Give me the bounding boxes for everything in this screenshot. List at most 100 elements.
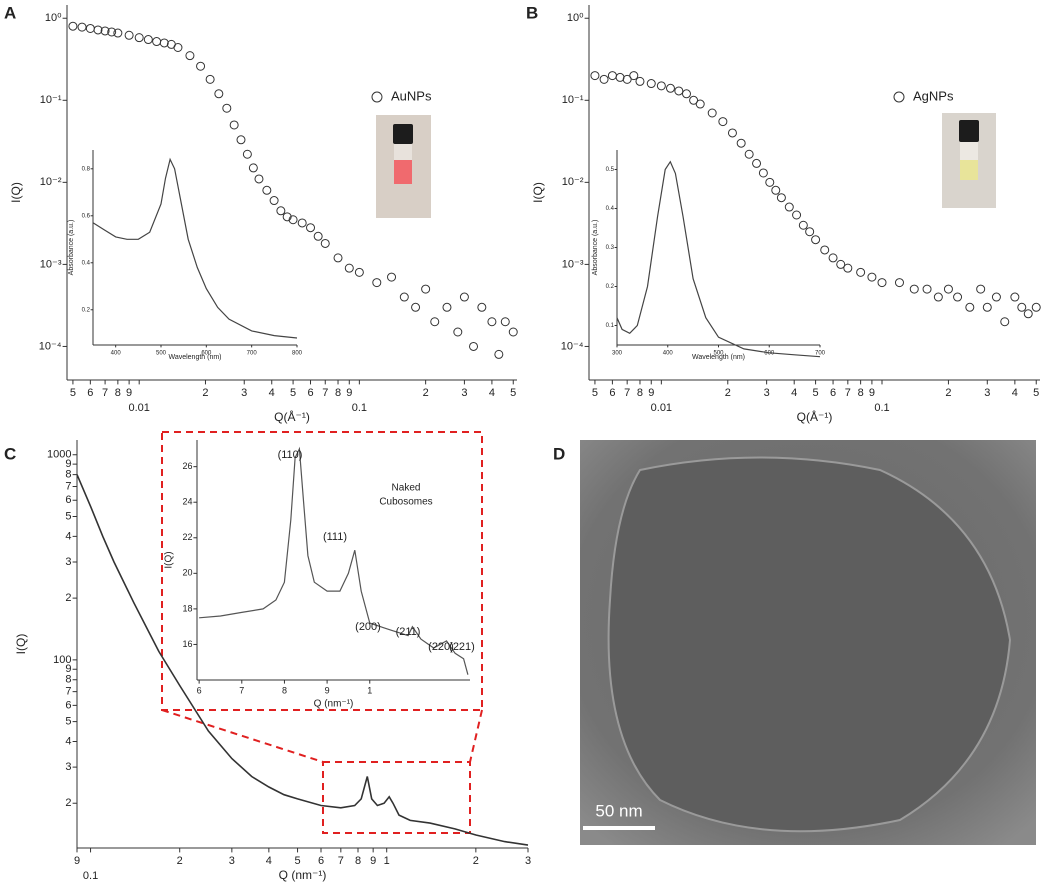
legend-label: AgNPs [913, 88, 954, 103]
data-point [836, 259, 846, 269]
x-tick-label: 500 [156, 351, 167, 357]
x-tick-label: 9 [370, 855, 376, 867]
x-tick-label: 1 [384, 855, 390, 867]
y-axis-label: I(Q) [531, 182, 545, 203]
y-tick-label: 10⁻⁴ [561, 340, 584, 352]
x-tick-label: 4 [489, 387, 495, 399]
data-point [313, 231, 323, 241]
x-tick-label: 5 [510, 387, 516, 399]
data-point [68, 21, 78, 31]
tem-image [580, 440, 1036, 845]
data-point [894, 278, 904, 288]
data-point [758, 168, 768, 178]
y-tick-label: 6 [65, 699, 71, 711]
zoom-indicator [161, 431, 483, 834]
data-point [867, 272, 877, 282]
y-axis-label: Absorbance (a.u.) [592, 220, 599, 276]
data-point [607, 71, 617, 81]
y-tick-label: 8 [65, 674, 71, 686]
y-tick-label: 20 [182, 568, 192, 578]
x-tick-label: 7 [338, 855, 344, 867]
x-tick-label: 5 [294, 855, 300, 867]
data-point [976, 284, 986, 294]
data-point [269, 196, 279, 206]
data-point [399, 292, 409, 302]
data-line [92, 157, 298, 339]
data-point [254, 174, 264, 184]
data-point [805, 227, 815, 237]
y-axis-label: I(Q) [164, 551, 175, 568]
y-tick-label: 22 [182, 532, 192, 542]
data-point [320, 238, 330, 248]
x-tick-label: 9 [126, 387, 132, 399]
data-point [159, 38, 169, 48]
x-tick-label: 6 [87, 387, 93, 399]
x-tick-label: 7 [624, 387, 630, 399]
x-tick-label: 400 [111, 351, 122, 357]
data-point [242, 149, 252, 159]
x-tick-label: 2 [725, 387, 731, 399]
peak-label: (200) [355, 621, 381, 633]
x-tick-label: 5 [1033, 387, 1039, 399]
data-point [922, 284, 932, 294]
y-tick-label: 10⁻¹ [562, 94, 584, 106]
x-tick-label: 800 [292, 351, 303, 357]
x-tick-label: 9 [74, 855, 80, 867]
y-tick-label: 10⁻⁴ [39, 340, 62, 352]
data-point [752, 158, 762, 168]
peak-label: (111) [323, 531, 347, 543]
data-point [877, 278, 887, 288]
data-point [185, 51, 195, 61]
x-tick-label: 700 [815, 351, 826, 357]
data-point [843, 263, 853, 273]
data-point [152, 37, 162, 47]
inset-legend: Naked [392, 483, 421, 494]
data-point [500, 317, 510, 327]
data-point [77, 22, 87, 32]
data-point [387, 272, 397, 282]
x-tick-label: 3 [241, 387, 247, 399]
x-tick-label: 6 [318, 855, 324, 867]
data-point [282, 212, 292, 222]
data-point [276, 206, 286, 216]
legend-marker [893, 91, 905, 103]
peak-label: (110) [278, 449, 303, 461]
x-tick-label: 8 [355, 855, 361, 867]
data-point [459, 292, 469, 302]
x-tick-label: 9 [648, 387, 654, 399]
data-point [1017, 302, 1027, 312]
y-tick-label: 10⁻¹ [40, 94, 62, 106]
data-point [469, 341, 479, 351]
y-tick-label: 4 [65, 735, 71, 747]
data-point [629, 71, 639, 81]
y-tick-label: 0.3 [606, 245, 615, 251]
x-tick-label: 7 [239, 685, 244, 695]
data-point [635, 76, 645, 86]
y-tick-label: 10⁻² [40, 176, 62, 188]
peak-label: (221) [449, 641, 475, 653]
data-point [1010, 292, 1020, 302]
data-point [792, 210, 802, 220]
data-point [727, 128, 737, 138]
data-point [718, 117, 728, 127]
data-point [991, 292, 1001, 302]
data-point [333, 253, 343, 263]
data-point [1031, 302, 1041, 312]
data-point [411, 302, 421, 312]
x-tick-label: 6 [307, 387, 313, 399]
data-point [736, 138, 746, 148]
y-tick-label: 0.8 [82, 166, 91, 172]
peak-label: (211) [396, 626, 421, 638]
y-tick-label: 26 [182, 461, 192, 471]
x-tick-label: 2 [202, 387, 208, 399]
x-tick-label: 2 [177, 855, 183, 867]
scale-bar-label: 50 nm [595, 801, 642, 820]
data-point [236, 135, 246, 145]
data-line [76, 474, 529, 846]
data-point [143, 35, 153, 45]
data-point [665, 83, 675, 93]
data-point [262, 185, 272, 195]
data-point [173, 42, 183, 52]
y-axis-label: I(Q) [9, 182, 23, 203]
x-tick-label: 6 [197, 685, 202, 695]
